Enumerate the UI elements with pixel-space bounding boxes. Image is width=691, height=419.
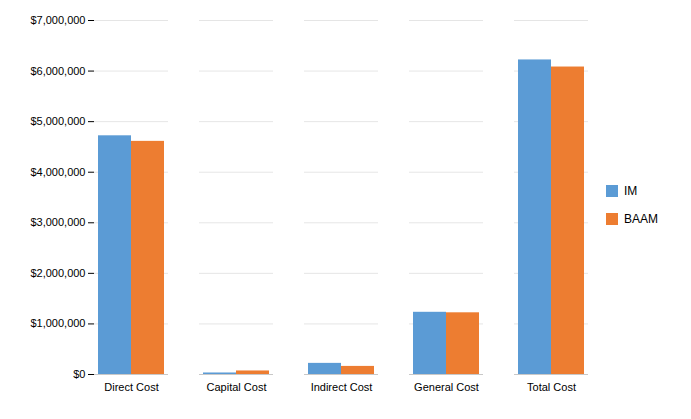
svg-text:$2,000,000: $2,000,000 bbox=[30, 267, 85, 279]
svg-text:$6,000,000: $6,000,000 bbox=[30, 65, 85, 77]
svg-text:$4,000,000: $4,000,000 bbox=[30, 166, 85, 178]
svg-text:$1,000,000: $1,000,000 bbox=[30, 317, 85, 329]
svg-text:Total Cost: Total Cost bbox=[527, 381, 576, 393]
svg-text:$3,000,000: $3,000,000 bbox=[30, 216, 85, 228]
svg-text:General Cost: General Cost bbox=[414, 381, 479, 393]
svg-text:$7,000,000: $7,000,000 bbox=[30, 14, 85, 26]
svg-text:Capital Cost: Capital Cost bbox=[207, 381, 267, 393]
svg-text:$0: $0 bbox=[73, 368, 85, 380]
svg-text:Direct Cost: Direct Cost bbox=[104, 381, 158, 393]
svg-text:$5,000,000: $5,000,000 bbox=[30, 115, 85, 127]
svg-text:Indirect Cost: Indirect Cost bbox=[311, 381, 373, 393]
html-text:IM: IM bbox=[624, 184, 638, 198]
html-text:BAAM: BAAM bbox=[624, 212, 658, 226]
